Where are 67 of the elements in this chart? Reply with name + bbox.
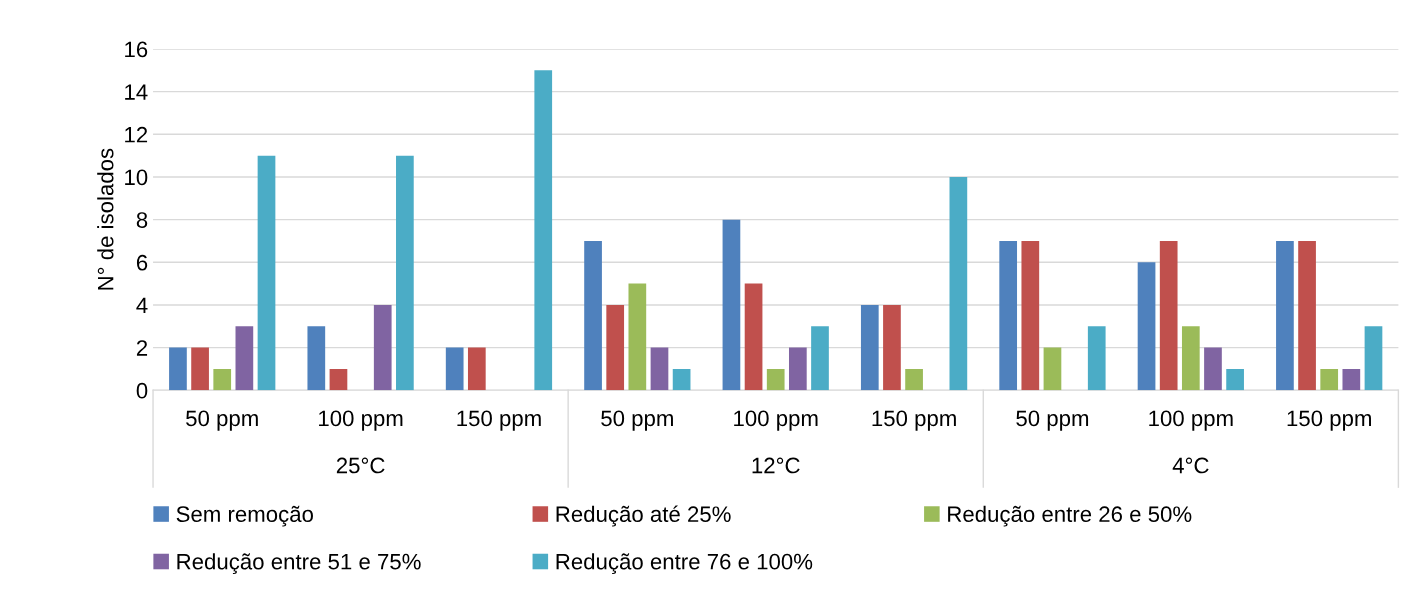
y-axis-title: N° de isolados bbox=[97, 148, 114, 290]
bar bbox=[584, 240, 602, 391]
legend-label: Redução entre 76 e 100% bbox=[556, 553, 813, 574]
bar bbox=[1204, 347, 1222, 391]
bar bbox=[467, 347, 486, 391]
bar bbox=[1159, 240, 1178, 391]
bar bbox=[860, 304, 879, 391]
bar bbox=[257, 155, 276, 391]
bar bbox=[213, 368, 232, 391]
legend-label: Redução entre 26 e 50% bbox=[948, 505, 1192, 527]
y-tick-label: 6 bbox=[136, 254, 148, 271]
bar bbox=[883, 304, 901, 391]
bar bbox=[766, 368, 785, 391]
bar bbox=[999, 240, 1018, 391]
x-tick-label: 150 ppm bbox=[1287, 410, 1371, 431]
legend-label: Sem remoção bbox=[176, 505, 313, 527]
x-tick-label: 50 ppm bbox=[601, 410, 673, 431]
bar bbox=[1021, 240, 1040, 391]
bar bbox=[606, 304, 625, 391]
bar bbox=[373, 304, 392, 391]
bar bbox=[1226, 368, 1244, 391]
y-tick-label: 12 bbox=[125, 126, 148, 143]
x-tick-label: 150 ppm bbox=[457, 410, 541, 431]
x-tick-label: 50 ppm bbox=[186, 410, 258, 431]
y-tick-label: 4 bbox=[136, 297, 148, 313]
legend-label: Redução entre 51 e 75% bbox=[177, 553, 421, 574]
bar bbox=[534, 70, 553, 391]
bar bbox=[329, 368, 348, 391]
y-tick-label: 10 bbox=[125, 169, 148, 186]
bar bbox=[396, 155, 414, 391]
y-tick-label: 0 bbox=[136, 382, 148, 399]
bar bbox=[1043, 347, 1062, 391]
bar bbox=[788, 347, 807, 391]
bar bbox=[445, 347, 464, 391]
bar bbox=[722, 219, 741, 391]
text: 4°C bbox=[1172, 457, 1209, 474]
x-tick-label: 100 ppm bbox=[734, 410, 818, 431]
bar bbox=[672, 368, 691, 391]
bar bbox=[1342, 368, 1361, 391]
bar bbox=[1181, 326, 1200, 391]
bar bbox=[650, 347, 669, 391]
bar bbox=[744, 283, 763, 391]
x-tick-label: 100 ppm bbox=[319, 410, 403, 431]
y-tick-label: 2 bbox=[136, 340, 148, 356]
bar bbox=[1137, 262, 1156, 391]
x-tick-label: 50 ppm bbox=[1016, 410, 1089, 431]
bar bbox=[235, 326, 254, 391]
x-tick-label: 100 ppm bbox=[1149, 410, 1233, 431]
bar bbox=[1364, 326, 1383, 391]
bar bbox=[949, 176, 968, 391]
bar bbox=[169, 347, 187, 391]
bar bbox=[1298, 240, 1316, 391]
bar bbox=[1087, 326, 1106, 391]
bar bbox=[1276, 240, 1294, 391]
bar bbox=[191, 347, 209, 391]
bar bbox=[811, 326, 829, 391]
y-tick-label: 14 bbox=[125, 84, 148, 100]
legend-label: Redução até 25% bbox=[556, 505, 731, 527]
text: 12°C bbox=[752, 457, 800, 474]
text: 25°C bbox=[336, 457, 385, 474]
y-tick-label: 16 bbox=[125, 41, 148, 58]
bar bbox=[1320, 368, 1339, 391]
bar bbox=[628, 283, 647, 391]
bar bbox=[307, 326, 326, 391]
x-tick-label: 150 ppm bbox=[872, 410, 956, 431]
y-tick-label: 8 bbox=[136, 212, 148, 228]
bar bbox=[905, 368, 923, 391]
